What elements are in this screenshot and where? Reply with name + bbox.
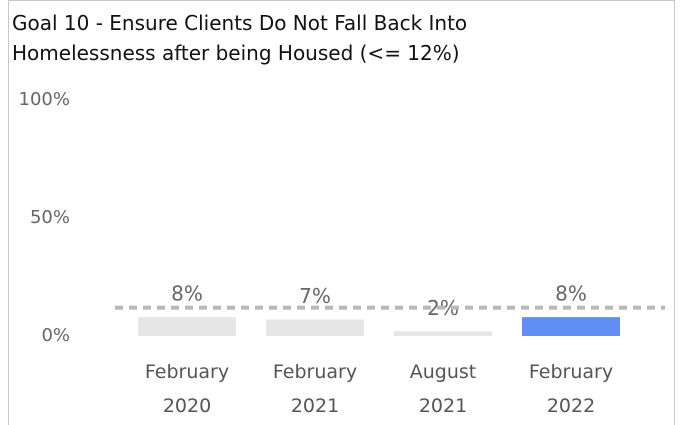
x-tick-label: February 2022 <box>528 361 614 417</box>
x-tick-label: February 2020 <box>144 361 230 417</box>
bar <box>138 317 236 336</box>
x-tick-label: February 2021 <box>272 361 358 417</box>
y-tick-label: 0% <box>41 325 70 346</box>
bar <box>266 319 364 336</box>
y-tick-label: 50% <box>30 207 70 228</box>
value-label: 8% <box>555 282 587 306</box>
y-tick-label: 100% <box>19 89 70 110</box>
chart-title: Goal 10 - Ensure Clients Do Not Fall Bac… <box>12 11 468 65</box>
bar <box>522 317 620 336</box>
x-tick-label: August 2021 <box>409 361 477 417</box>
frame <box>8 0 675 425</box>
value-label: 8% <box>171 282 203 306</box>
value-label: 7% <box>299 284 331 308</box>
bar <box>394 331 492 336</box>
